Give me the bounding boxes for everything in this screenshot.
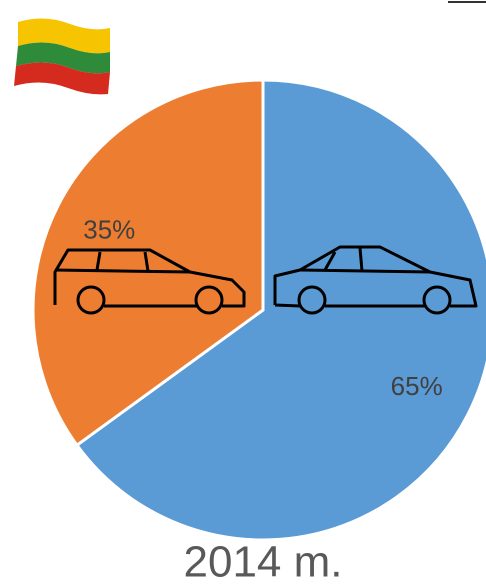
slice-label: 35%: [83, 215, 135, 245]
slice-label: 65%: [391, 371, 443, 401]
sedan-icon: [273, 245, 478, 315]
wagon-icon: [53, 248, 246, 315]
pie-slice: [74, 78, 486, 542]
chart-title: 2014 m.: [184, 538, 343, 587]
flag: [14, 18, 110, 95]
